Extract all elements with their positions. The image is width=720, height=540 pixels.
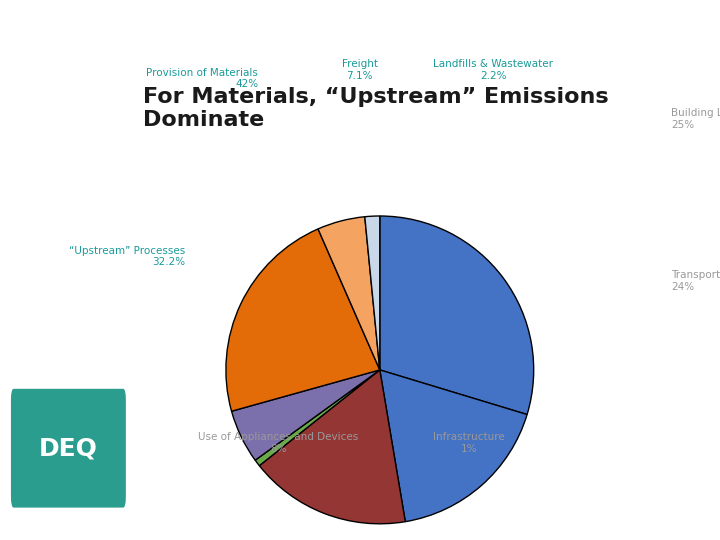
Text: Embodied Emissions in Purchased Materials: Embodied Emissions in Purchased Material… bbox=[148, 33, 485, 48]
Text: For Materials, “Upstream” Emissions Dominate: For Materials, “Upstream” Emissions Domi… bbox=[143, 87, 608, 130]
Text: Building Lighting and HVAC
25%: Building Lighting and HVAC 25% bbox=[672, 108, 720, 130]
Text: Landfills & Wastewater
2.2%: Landfills & Wastewater 2.2% bbox=[433, 59, 553, 81]
Text: Use of Appliances and Devices
8%: Use of Appliances and Devices 8% bbox=[199, 432, 359, 454]
Wedge shape bbox=[380, 370, 527, 522]
Text: “Upstream” Processes
32.2%: “Upstream” Processes 32.2% bbox=[69, 246, 186, 267]
Text: Provision of Materials
42%: Provision of Materials 42% bbox=[146, 68, 258, 89]
Text: DEQ: DEQ bbox=[39, 436, 98, 460]
Wedge shape bbox=[318, 217, 380, 370]
Text: Freight
7.1%: Freight 7.1% bbox=[341, 59, 377, 81]
FancyBboxPatch shape bbox=[11, 389, 126, 508]
Wedge shape bbox=[365, 216, 380, 370]
Text: Transportation of People
24%: Transportation of People 24% bbox=[672, 270, 720, 292]
Text: Infrastructure
1%: Infrastructure 1% bbox=[433, 432, 505, 454]
Wedge shape bbox=[379, 216, 534, 415]
Wedge shape bbox=[259, 370, 405, 524]
Wedge shape bbox=[232, 370, 380, 460]
Wedge shape bbox=[226, 229, 380, 411]
Wedge shape bbox=[255, 370, 380, 465]
